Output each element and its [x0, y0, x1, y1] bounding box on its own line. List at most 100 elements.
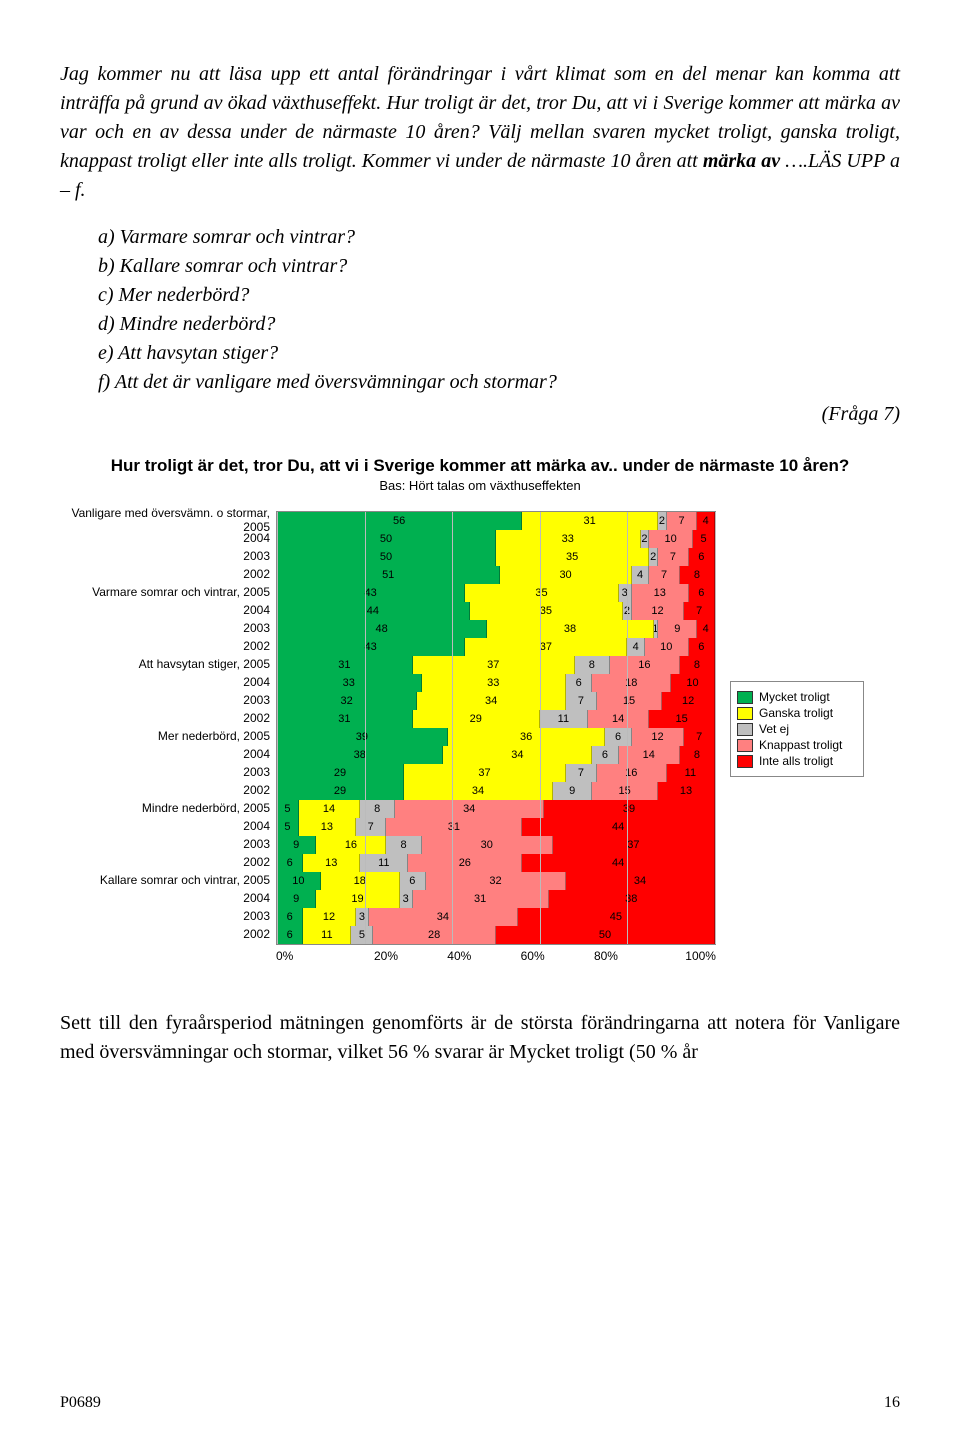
legend-swatch — [737, 755, 753, 768]
chart-segment: 30 — [422, 836, 553, 854]
chart-bar-row: 61152850 — [277, 926, 715, 944]
intro-bold: märka av — [703, 150, 780, 172]
legend-label: Knappast troligt — [759, 738, 842, 752]
chart-segment: 13 — [299, 818, 356, 836]
chart-title: Hur troligt är det, tror Du, att vi i Sv… — [60, 456, 900, 476]
chart-plot: 5631274503321055035276513047843353136443… — [276, 511, 716, 945]
chart-segment: 8 — [386, 836, 421, 854]
chart-row-label: Kallare somrar och vintrar, 2005 — [60, 871, 270, 889]
chart-segment: 35 — [496, 548, 649, 566]
chart-row-label: 2004 — [60, 889, 270, 907]
chart-xaxis: 0%20%40%60%80%100% — [276, 949, 716, 963]
chart-segment: 34 — [443, 746, 592, 764]
conclusion-paragraph: Sett till den fyraårsperiod mätningen ge… — [60, 1009, 900, 1067]
chart-segment: 12 — [303, 908, 356, 926]
chart-segment: 12 — [632, 728, 685, 746]
chart-segment: 33 — [277, 674, 422, 692]
chart-segment: 16 — [316, 836, 386, 854]
chart-row-label: 2004 — [60, 745, 270, 763]
chart-segment: 18 — [592, 674, 671, 692]
chart-row-label: 2002 — [60, 709, 270, 727]
chart-xtick: 100% — [643, 949, 716, 963]
chart-segment: 15 — [649, 710, 715, 728]
legend-item: Inte alls troligt — [737, 754, 857, 768]
chart-segment: 7 — [356, 818, 387, 836]
chart-row-label: 2003 — [60, 619, 270, 637]
chart-segment: 6 — [689, 548, 715, 566]
chart-segment: 29 — [277, 764, 404, 782]
chart-segment: 50 — [277, 548, 496, 566]
chart-segment: 34 — [566, 872, 715, 890]
chart-bar-row: 43374106 — [277, 638, 715, 656]
chart-segment: 15 — [592, 782, 658, 800]
chart-segment: 3 — [400, 890, 413, 908]
chart-segment: 9 — [553, 782, 592, 800]
chart-segment: 31 — [413, 890, 549, 908]
chart-xtick: 80% — [569, 949, 642, 963]
chart-segment: 44 — [522, 818, 715, 836]
option-item: c) Mer nederbörd? — [98, 281, 900, 310]
chart-segment: 33 — [422, 674, 567, 692]
chart-segment: 34 — [417, 692, 566, 710]
legend-item: Ganska troligt — [737, 706, 857, 720]
chart-bar-row: 293771611 — [277, 764, 715, 782]
chart: Vanligare med översvämn. o stormar, 2005… — [60, 511, 900, 963]
chart-segment: 43 — [277, 638, 465, 656]
chart-segment: 6 — [566, 674, 592, 692]
chart-segment: 26 — [408, 854, 522, 872]
chart-segment: 39 — [277, 728, 448, 746]
chart-row-label: 2002 — [60, 853, 270, 871]
chart-bar-row: 5130478 — [277, 566, 715, 584]
chart-segment: 6 — [277, 926, 303, 944]
footer-right: 16 — [884, 1394, 900, 1412]
chart-segment: 51 — [277, 566, 500, 584]
chart-segment: 5 — [277, 818, 299, 836]
chart-bar-row: 50332105 — [277, 530, 715, 548]
chart-segment: 6 — [592, 746, 618, 764]
chart-segment: 7 — [566, 764, 597, 782]
chart-segment: 13 — [632, 584, 689, 602]
chart-row-label: Mindre nederbörd, 2005 — [60, 799, 270, 817]
chart-segment: 31 — [277, 656, 413, 674]
chart-segment: 13 — [658, 782, 715, 800]
chart-segment: 12 — [662, 692, 715, 710]
chart-bar-row: 44352127 — [277, 602, 715, 620]
legend-item: Mycket troligt — [737, 690, 857, 704]
chart-row-label: 2002 — [60, 637, 270, 655]
chart-segment: 10 — [671, 674, 715, 692]
chart-bar-row: 51373144 — [277, 818, 715, 836]
chart-segment: 6 — [277, 908, 303, 926]
chart-segment: 3 — [356, 908, 369, 926]
chart-segment: 38 — [549, 890, 715, 908]
chart-xtick: 20% — [349, 949, 422, 963]
chart-segment: 34 — [395, 800, 544, 818]
chart-segment: 32 — [426, 872, 566, 890]
chart-segment: 7 — [684, 602, 715, 620]
chart-row-label: 2004 — [60, 601, 270, 619]
legend-swatch — [737, 723, 753, 736]
chart-bar-row: 5035276 — [277, 548, 715, 566]
chart-segment: 7 — [658, 548, 689, 566]
chart-segment: 29 — [413, 710, 540, 728]
legend-label: Vet ej — [759, 722, 789, 736]
chart-bar-row: 101863234 — [277, 872, 715, 890]
legend-item: Vet ej — [737, 722, 857, 736]
footer-left: P0689 — [60, 1394, 101, 1412]
legend-item: Knappast troligt — [737, 738, 857, 752]
chart-segment: 9 — [658, 620, 697, 638]
intro-paragraph: Jag kommer nu att läsa upp ett antal för… — [60, 60, 900, 205]
chart-bar-row: 3129111415 — [277, 710, 715, 728]
chart-segment: 6 — [400, 872, 426, 890]
chart-segment: 33 — [496, 530, 641, 548]
chart-row-label: 2003 — [60, 907, 270, 925]
legend-swatch — [737, 739, 753, 752]
legend-label: Ganska troligt — [759, 706, 833, 720]
chart-row-label: 2004 — [60, 673, 270, 691]
chart-segment: 15 — [597, 692, 663, 710]
legend-swatch — [737, 691, 753, 704]
chart-bar-row: 61233445 — [277, 908, 715, 926]
option-item: a) Varmare somrar och vintrar? — [98, 223, 900, 252]
question-ref: (Fråga 7) — [60, 403, 900, 426]
chart-segment: 37 — [413, 656, 575, 674]
chart-segment: 31 — [386, 818, 522, 836]
